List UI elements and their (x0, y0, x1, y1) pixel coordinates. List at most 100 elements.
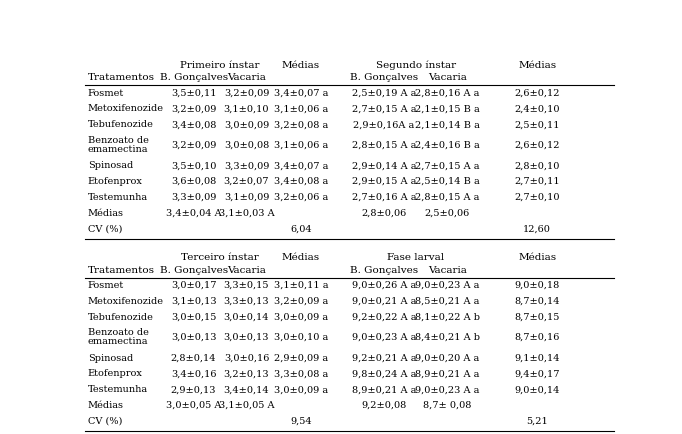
Text: 8,5±0,21 A a: 8,5±0,21 A a (415, 296, 479, 305)
Text: 8,1±0,22 A b: 8,1±0,22 A b (415, 312, 480, 321)
Text: Médias: Médias (88, 400, 124, 409)
Text: 3,5±0,10: 3,5±0,10 (171, 161, 216, 170)
Text: Testemunha: Testemunha (88, 192, 148, 201)
Text: 3,1±0,09: 3,1±0,09 (224, 192, 269, 201)
Text: 2,9±0,16A a: 2,9±0,16A a (353, 120, 415, 129)
Text: 3,4±0,08: 3,4±0,08 (171, 120, 216, 129)
Text: 12,60: 12,60 (523, 224, 551, 233)
Text: 9,4±0,17: 9,4±0,17 (514, 368, 560, 378)
Text: 2,4±0,10: 2,4±0,10 (514, 104, 560, 113)
Text: Médias: Médias (282, 60, 320, 69)
Text: 3,0±0,16: 3,0±0,16 (224, 353, 269, 362)
Text: 2,9±0,09 a: 2,9±0,09 a (274, 353, 328, 362)
Text: 3,1±0,06 a: 3,1±0,06 a (273, 141, 328, 149)
Text: 3,2±0,09: 3,2±0,09 (171, 141, 216, 149)
Text: B. Gonçalves: B. Gonçalves (160, 265, 228, 274)
Text: 9,54: 9,54 (290, 416, 312, 425)
Text: Benzoato de: Benzoato de (88, 328, 149, 336)
Text: 3,0±0,10 a: 3,0±0,10 a (273, 332, 328, 341)
Text: 2,6±0,12: 2,6±0,12 (514, 141, 560, 149)
Text: 2,9±0,14 A a: 2,9±0,14 A a (352, 161, 416, 170)
Text: Primeiro ínstar: Primeiro ínstar (180, 60, 260, 69)
Text: Metoxifenozide: Metoxifenozide (88, 296, 164, 305)
Text: 2,5±0,19 A a: 2,5±0,19 A a (352, 89, 416, 98)
Text: 3,4±0,08 a: 3,4±0,08 a (273, 177, 328, 186)
Text: Tratamentos: Tratamentos (88, 265, 155, 274)
Text: Tebufenozide: Tebufenozide (88, 312, 153, 321)
Text: 9,0±0,18: 9,0±0,18 (514, 280, 560, 289)
Text: 8,7±0,14: 8,7±0,14 (514, 296, 560, 305)
Text: 9,0±0,23 A a: 9,0±0,23 A a (352, 332, 416, 341)
Text: Vacaria: Vacaria (428, 265, 466, 274)
Text: 3,0±0,09: 3,0±0,09 (224, 120, 269, 129)
Text: 2,1±0,15 B a: 2,1±0,15 B a (415, 104, 479, 113)
Text: Fosmet: Fosmet (88, 89, 124, 98)
Text: Benzoato de: Benzoato de (88, 136, 149, 145)
Text: 2,7±0,16 A a: 2,7±0,16 A a (352, 192, 416, 201)
Text: Tratamentos: Tratamentos (88, 73, 155, 82)
Text: Tebufenozide: Tebufenozide (88, 120, 153, 129)
Text: CV (%): CV (%) (88, 416, 122, 425)
Text: 2,5±0,11: 2,5±0,11 (514, 120, 560, 129)
Text: 9,0±0,26 A a: 9,0±0,26 A a (352, 280, 416, 289)
Text: 3,0±0,13: 3,0±0,13 (171, 332, 216, 341)
Text: 5,21: 5,21 (527, 416, 548, 425)
Text: 3,1±0,13: 3,1±0,13 (170, 296, 216, 305)
Text: 2,6±0,12: 2,6±0,12 (514, 89, 560, 98)
Text: 2,1±0,14 B a: 2,1±0,14 B a (415, 120, 479, 129)
Text: 3,2±0,09: 3,2±0,09 (224, 89, 269, 98)
Text: 2,8±0,16 A a: 2,8±0,16 A a (415, 89, 479, 98)
Text: 3,2±0,08 a: 3,2±0,08 a (273, 120, 328, 129)
Text: Spinosad: Spinosad (88, 161, 133, 170)
Text: 3,0±0,08: 3,0±0,08 (224, 141, 269, 149)
Text: 2,9±0,15 A a: 2,9±0,15 A a (352, 177, 416, 186)
Text: 2,8±0,14: 2,8±0,14 (171, 353, 216, 362)
Text: 3,3±0,13: 3,3±0,13 (224, 296, 269, 305)
Text: 2,7±0,15 A a: 2,7±0,15 A a (415, 161, 479, 170)
Text: 9,0±0,23 A a: 9,0±0,23 A a (415, 385, 479, 393)
Text: 3,2±0,13: 3,2±0,13 (224, 368, 269, 378)
Text: 3,6±0,08: 3,6±0,08 (171, 177, 216, 186)
Text: B. Gonçalves: B. Gonçalves (160, 73, 228, 82)
Text: 3,3±0,08 a: 3,3±0,08 a (273, 368, 328, 378)
Text: 2,4±0,16 B a: 2,4±0,16 B a (415, 141, 479, 149)
Text: Vacaria: Vacaria (428, 73, 466, 82)
Text: Médias: Médias (282, 252, 320, 261)
Text: 9,1±0,14: 9,1±0,14 (514, 353, 560, 362)
Text: Etofenprox: Etofenprox (88, 368, 143, 378)
Text: 2,7±0,10: 2,7±0,10 (514, 192, 560, 201)
Text: 2,8±0,10: 2,8±0,10 (514, 161, 560, 170)
Text: 8,7±0,16: 8,7±0,16 (514, 332, 560, 341)
Text: 3,1±0,10: 3,1±0,10 (224, 104, 269, 113)
Text: 3,2±0,09 a: 3,2±0,09 a (273, 296, 328, 305)
Text: 2,8±0,15 A a: 2,8±0,15 A a (415, 192, 479, 201)
Text: Médias: Médias (518, 252, 557, 261)
Text: 9,2±0,21 A a: 9,2±0,21 A a (352, 353, 416, 362)
Text: 9,8±0,24 A a: 9,8±0,24 A a (352, 368, 416, 378)
Text: Terceiro ínstar: Terceiro ínstar (181, 252, 259, 261)
Text: Fase larval: Fase larval (387, 252, 444, 261)
Text: 2,7±0,11: 2,7±0,11 (514, 177, 560, 186)
Text: Metoxifenozide: Metoxifenozide (88, 104, 164, 113)
Text: 9,2±0,08: 9,2±0,08 (361, 400, 406, 409)
Text: 2,8±0,15 A a: 2,8±0,15 A a (352, 141, 416, 149)
Text: 3,4±0,16: 3,4±0,16 (171, 368, 216, 378)
Text: 9,0±0,14: 9,0±0,14 (514, 385, 560, 393)
Text: 2,8±0,06: 2,8±0,06 (361, 208, 406, 217)
Text: B. Gonçalves: B. Gonçalves (350, 73, 418, 82)
Text: 3,0±0,09 a: 3,0±0,09 a (274, 385, 328, 393)
Text: Vacaria: Vacaria (227, 265, 266, 274)
Text: Médias: Médias (518, 60, 557, 69)
Text: Vacaria: Vacaria (227, 73, 266, 82)
Text: 8,9±0,21 A a: 8,9±0,21 A a (352, 385, 416, 393)
Text: 9,2±0,22 A a: 9,2±0,22 A a (352, 312, 416, 321)
Text: 3,4±0,04 A: 3,4±0,04 A (166, 208, 222, 217)
Text: 3,0±0,14: 3,0±0,14 (224, 312, 269, 321)
Text: 3,5±0,11: 3,5±0,11 (171, 89, 216, 98)
Text: 3,3±0,15: 3,3±0,15 (224, 280, 269, 289)
Text: emamectina: emamectina (88, 337, 149, 345)
Text: 9,0±0,23 A a: 9,0±0,23 A a (415, 280, 479, 289)
Text: 9,0±0,21 A a: 9,0±0,21 A a (352, 296, 416, 305)
Text: 2,9±0,13: 2,9±0,13 (171, 385, 216, 393)
Text: B. Gonçalves: B. Gonçalves (350, 265, 418, 274)
